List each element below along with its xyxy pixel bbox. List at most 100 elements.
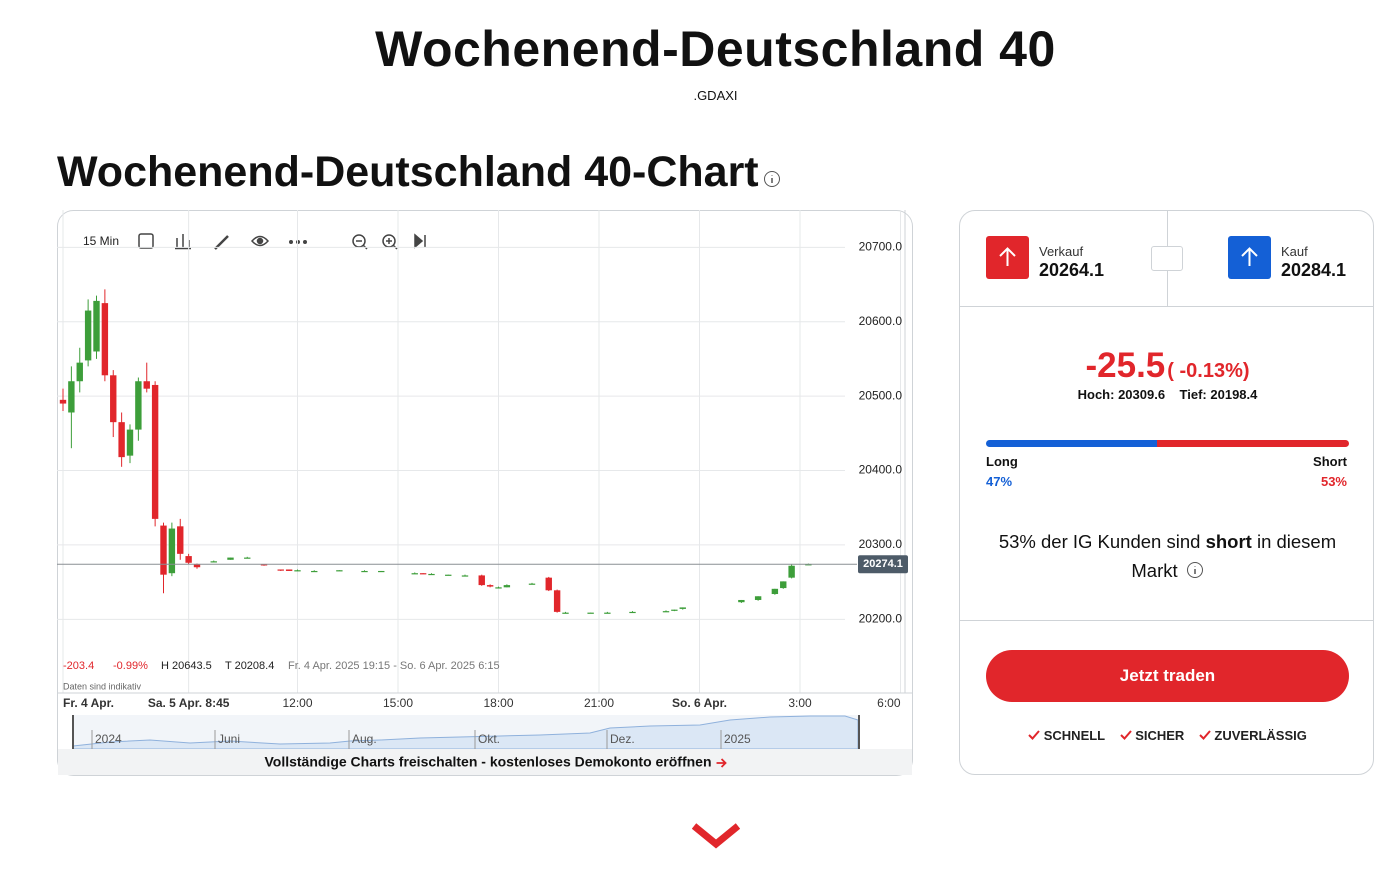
candle-body	[84, 310, 92, 361]
eye-icon[interactable]	[250, 235, 270, 247]
step-icon[interactable]	[414, 233, 426, 249]
text-part: 53% der IG Kunden sind	[998, 531, 1206, 552]
long-bar	[986, 440, 1157, 447]
divider	[1167, 211, 1168, 246]
info-icon[interactable]	[1186, 561, 1204, 579]
divider	[1167, 271, 1168, 306]
long-pct: 47%	[986, 474, 1013, 489]
x-tick-label: So. 6 Apr.	[672, 696, 727, 710]
navigator-label: Aug.	[352, 732, 377, 746]
candle-body	[461, 575, 469, 577]
current-price-label: 20274.1	[863, 558, 903, 570]
candle-body	[126, 429, 134, 456]
cta-arrow	[716, 758, 727, 768]
calendar-icon[interactable]	[138, 233, 154, 249]
candle-body	[553, 590, 561, 612]
candle-body	[294, 570, 301, 572]
candle-body	[486, 585, 494, 587]
candle-body	[671, 609, 678, 611]
candle-body	[76, 362, 83, 382]
stat-change: -203.4	[63, 660, 94, 672]
features: SCHNELL SICHER ZUVERLÄSSIG	[960, 728, 1373, 743]
candle-body	[587, 612, 594, 614]
eye-pupil	[256, 237, 264, 245]
y-tick-label: 20500.0	[859, 388, 903, 402]
candle-body	[285, 569, 293, 571]
navigator-label: 2025	[724, 732, 751, 746]
candle-body	[311, 570, 318, 573]
candle-body	[93, 300, 100, 352]
sell-label: Verkauf	[1039, 244, 1084, 259]
candle-body	[143, 381, 150, 389]
navigator-label: 2024	[95, 732, 122, 746]
sell-button[interactable]	[986, 236, 1029, 279]
x-tick-label: Sa. 5 Apr. 8:45	[148, 696, 230, 710]
change-row: -25.5( -0.13%)	[960, 346, 1373, 386]
buy-button[interactable]	[1228, 236, 1271, 279]
data-note: Daten sind indikativ	[63, 681, 142, 691]
candle-body	[738, 599, 745, 603]
navigator-label: Dez.	[610, 732, 635, 746]
candle-body	[118, 422, 125, 458]
trade-button[interactable]: Jetzt traden	[986, 650, 1349, 702]
y-tick-label: 20200.0	[859, 611, 903, 625]
candle-body	[110, 375, 117, 423]
stat-high: H 20643.5	[161, 660, 212, 672]
candle-body	[419, 573, 427, 575]
info-icon[interactable]	[763, 170, 781, 188]
navigator-handles[interactable]	[72, 715, 860, 749]
candle-body	[168, 528, 176, 574]
candle-body	[244, 557, 251, 559]
chart-frame	[57, 210, 913, 776]
chart-type-icon[interactable]	[175, 234, 191, 250]
candle-body	[528, 583, 536, 585]
symbol: .GDAXI	[693, 88, 738, 103]
candle-body	[151, 384, 159, 519]
x-tick-label: 12:00	[282, 696, 312, 710]
long-label: Long	[986, 454, 1018, 469]
candle-body	[805, 564, 812, 566]
short-pct: 53%	[1320, 474, 1347, 489]
feature: SCHNELL	[1043, 728, 1106, 743]
high: 20309.6	[1118, 387, 1166, 402]
text-emphasis: short	[1205, 531, 1252, 552]
candle-body	[503, 585, 511, 588]
stat-low: T 20208.4	[225, 660, 274, 672]
section-title: Wochenend-Deutschland 40-Chart	[57, 148, 781, 197]
candle-body	[336, 570, 343, 572]
buy-price: 20284.1	[1281, 260, 1347, 280]
low-label: Tief:	[1179, 387, 1207, 402]
candle-body	[788, 565, 795, 578]
navigator-area	[72, 715, 859, 750]
candle-body	[160, 525, 167, 575]
y-tick-label: 20600.0	[859, 314, 903, 328]
page-title: Wochenend-Deutschland 40	[375, 21, 1056, 77]
buy-label: Kauf	[1281, 244, 1308, 259]
candle-body	[771, 588, 779, 595]
x-tick-label: Fr. 4 Apr.	[63, 696, 114, 710]
candle-body	[780, 581, 787, 589]
section-title-text: Wochenend-Deutschland 40-Chart	[57, 148, 759, 196]
candle-body	[101, 303, 109, 376]
short-label: Short	[1313, 454, 1347, 469]
candle-body	[495, 587, 502, 589]
candle-body	[177, 526, 184, 554]
grid	[57, 210, 901, 693]
candle-body	[411, 573, 418, 575]
check-icon	[1119, 730, 1132, 740]
divider	[960, 620, 1373, 621]
candle-body	[629, 611, 636, 614]
candles	[59, 289, 812, 614]
candle-body	[260, 564, 268, 566]
scroll-down-chevron[interactable]	[692, 820, 740, 850]
candle-body	[135, 381, 142, 430]
candle-body	[59, 399, 67, 404]
candle-body	[662, 611, 670, 613]
sentiment-bar	[986, 440, 1349, 447]
cta-link[interactable]: Vollständige Charts freischalten - koste…	[264, 754, 711, 770]
interval[interactable]: 15 Min	[83, 234, 119, 248]
x-tick-label: 3:00	[788, 696, 812, 710]
